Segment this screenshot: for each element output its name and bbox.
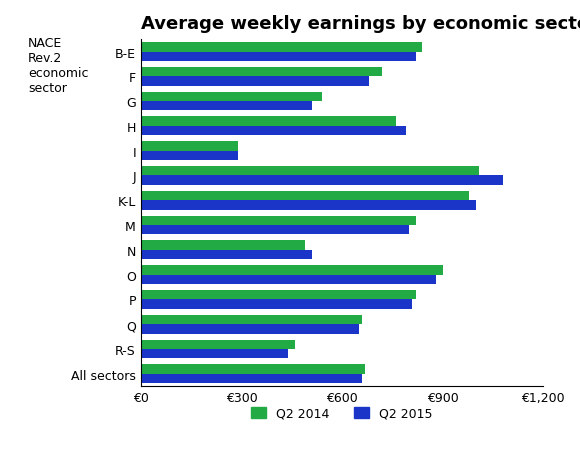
Text: Average weekly earnings by economic sector: Average weekly earnings by economic sect… — [141, 15, 580, 33]
Legend: Q2 2014, Q2 2015: Q2 2014, Q2 2015 — [246, 402, 438, 425]
Bar — [141, 176, 503, 186]
Bar — [141, 290, 416, 300]
Bar — [141, 191, 469, 201]
Bar — [141, 142, 238, 151]
Bar — [141, 300, 412, 309]
Bar — [141, 68, 382, 77]
Bar — [141, 340, 295, 349]
Bar — [141, 241, 305, 250]
Bar — [141, 151, 238, 161]
Bar — [141, 374, 362, 383]
Bar — [141, 216, 416, 226]
Bar — [141, 315, 362, 325]
Bar — [141, 325, 359, 334]
Bar — [141, 365, 365, 374]
Bar — [141, 77, 369, 87]
Bar — [141, 250, 312, 260]
Bar — [141, 201, 476, 210]
Bar — [141, 266, 443, 275]
Bar — [141, 226, 409, 235]
Bar — [141, 117, 396, 127]
Y-axis label: NACE
Rev.2
economic
sector: NACE Rev.2 economic sector — [28, 37, 89, 94]
Bar — [141, 43, 422, 52]
Bar — [141, 52, 416, 62]
Bar — [141, 92, 322, 102]
Bar — [141, 167, 480, 176]
Bar — [141, 127, 406, 136]
Bar — [141, 275, 436, 284]
Bar — [141, 349, 288, 358]
Bar — [141, 102, 312, 111]
